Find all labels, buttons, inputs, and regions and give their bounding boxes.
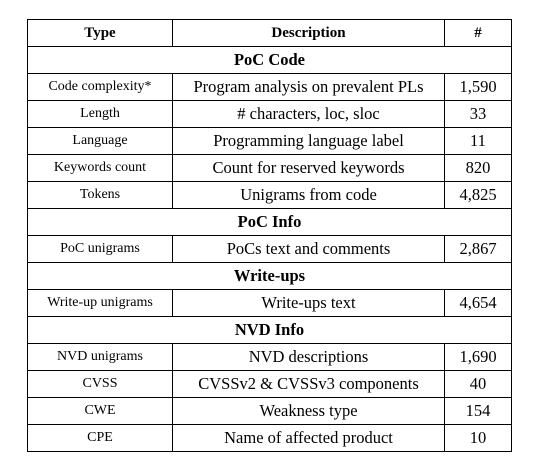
row-description: PoCs text and comments bbox=[172, 235, 445, 263]
row-description: Write-ups text bbox=[172, 289, 445, 317]
header-type: Type bbox=[27, 19, 173, 47]
table-row: Tokens Unigrams from code 4,825 bbox=[27, 181, 512, 209]
section-row: PoC Code bbox=[27, 46, 512, 74]
header-count: # bbox=[444, 19, 512, 47]
row-description: Programming language label bbox=[172, 127, 445, 155]
section-row: PoC Info bbox=[27, 208, 512, 236]
row-type: CVSS bbox=[27, 370, 173, 398]
row-count: 1,590 bbox=[444, 73, 512, 101]
table-row: Write-up unigrams Write-ups text 4,654 bbox=[27, 289, 512, 317]
row-type: Length bbox=[27, 100, 173, 128]
row-count: 11 bbox=[444, 127, 512, 155]
row-count: 154 bbox=[444, 397, 512, 425]
row-description: Name of affected product bbox=[172, 424, 445, 452]
row-description: # characters, loc, sloc bbox=[172, 100, 445, 128]
row-type: CPE bbox=[27, 424, 173, 452]
header-row: Type Description # bbox=[27, 19, 512, 47]
row-description: NVD descriptions bbox=[172, 343, 445, 371]
row-count: 820 bbox=[444, 154, 512, 182]
section-title: Write-ups bbox=[27, 262, 512, 290]
section-title: NVD Info bbox=[27, 316, 512, 344]
table-row: NVD unigrams NVD descriptions 1,690 bbox=[27, 343, 512, 371]
table-row: Keywords count Count for reserved keyword… bbox=[27, 154, 512, 182]
row-type: Tokens bbox=[27, 181, 173, 209]
row-description: CVSSv2 & CVSSv3 components bbox=[172, 370, 445, 398]
row-count: 40 bbox=[444, 370, 512, 398]
section-row: Write-ups bbox=[27, 262, 512, 290]
table-row: Length # characters, loc, sloc 33 bbox=[27, 100, 512, 128]
row-type: Language bbox=[27, 127, 173, 155]
section-title: PoC Code bbox=[27, 46, 512, 74]
row-type: Code complexity* bbox=[27, 73, 173, 101]
section-row: NVD Info bbox=[27, 316, 512, 344]
row-description: Unigrams from code bbox=[172, 181, 445, 209]
table-row: CVSS CVSSv2 & CVSSv3 components 40 bbox=[27, 370, 512, 398]
row-type: CWE bbox=[27, 397, 173, 425]
row-count: 4,654 bbox=[444, 289, 512, 317]
row-type: NVD unigrams bbox=[27, 343, 173, 371]
row-count: 1,690 bbox=[444, 343, 512, 371]
row-description: Program analysis on prevalent PLs bbox=[172, 73, 445, 101]
row-type: PoC unigrams bbox=[27, 235, 173, 263]
feature-table: Type Description # PoC Code Code complexi… bbox=[27, 19, 512, 452]
header-description: Description bbox=[172, 19, 445, 47]
row-type: Write-up unigrams bbox=[27, 289, 173, 317]
table-row: PoC unigrams PoCs text and comments 2,867 bbox=[27, 235, 512, 263]
row-count: 33 bbox=[444, 100, 512, 128]
table-row: CPE Name of affected product 10 bbox=[27, 424, 512, 452]
row-count: 10 bbox=[444, 424, 512, 452]
table-row: Language Programming language label 11 bbox=[27, 127, 512, 155]
table-row: Code complexity* Program analysis on prev… bbox=[27, 73, 512, 101]
row-count: 4,825 bbox=[444, 181, 512, 209]
table-row: CWE Weakness type 154 bbox=[27, 397, 512, 425]
row-type: Keywords count bbox=[27, 154, 173, 182]
row-count: 2,867 bbox=[444, 235, 512, 263]
table-body: PoC Code Code complexity* Program analysis… bbox=[27, 46, 512, 452]
row-description: Weakness type bbox=[172, 397, 445, 425]
row-description: Count for reserved keywords bbox=[172, 154, 445, 182]
section-title: PoC Info bbox=[27, 208, 512, 236]
